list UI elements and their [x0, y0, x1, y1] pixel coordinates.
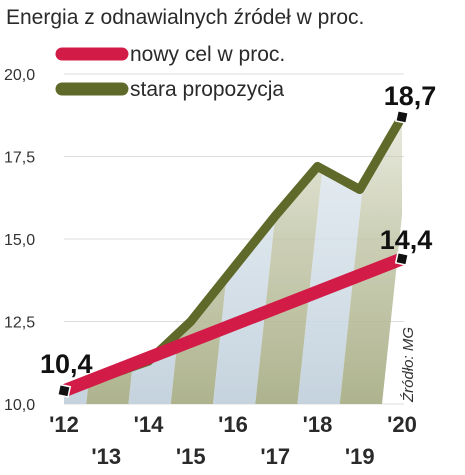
y-tick-label: 12,5	[4, 315, 35, 332]
x-tick-label: '20	[387, 412, 417, 437]
data-markers	[56, 109, 410, 398]
x-tick-label: '18	[303, 412, 333, 437]
chart-title: Energia z odnawialnych źródeł w proc.	[6, 6, 364, 29]
data-label-new-target-end: 14,4	[380, 225, 433, 255]
y-tick-label: 17,5	[4, 150, 35, 167]
area-stripe	[339, 116, 402, 404]
x-axis: '12 '14 '16 '18 '20 '13 '15 '17 '19	[49, 412, 417, 469]
legend: nowy cel w proc. stara propozycja	[55, 43, 285, 101]
x-tick-label: '14	[134, 412, 164, 437]
x-tick-label: '16	[218, 412, 248, 437]
x-tick-label: '17	[260, 444, 290, 469]
y-tick-label: 10,0	[4, 397, 35, 414]
data-label-start: 10,4	[40, 349, 93, 379]
x-tick-label: '13	[91, 444, 121, 469]
marker-start	[58, 385, 70, 397]
y-tick-label: 20,0	[4, 67, 35, 84]
data-labels: 10,4 14,4 18,7	[40, 81, 436, 379]
source-note: Źródło: MG	[400, 327, 417, 403]
y-axis: 10,0 12,5 15,0 17,5 20,0	[4, 67, 35, 414]
y-tick-label: 15,0	[4, 232, 35, 249]
marker-new-target-end	[396, 253, 408, 265]
x-tick-label: '15	[176, 444, 206, 469]
marker-old-proposal-end	[396, 111, 408, 123]
x-tick-label: '19	[345, 444, 375, 469]
data-label-old-proposal-end: 18,7	[384, 81, 437, 111]
series-lines	[61, 114, 406, 397]
legend-label-old-proposal: stara propozycja	[130, 78, 284, 101]
x-tick-label: '12	[49, 412, 79, 437]
legend-label-new-target: nowy cel w proc.	[130, 43, 285, 66]
series-line-new-target	[61, 252, 405, 397]
